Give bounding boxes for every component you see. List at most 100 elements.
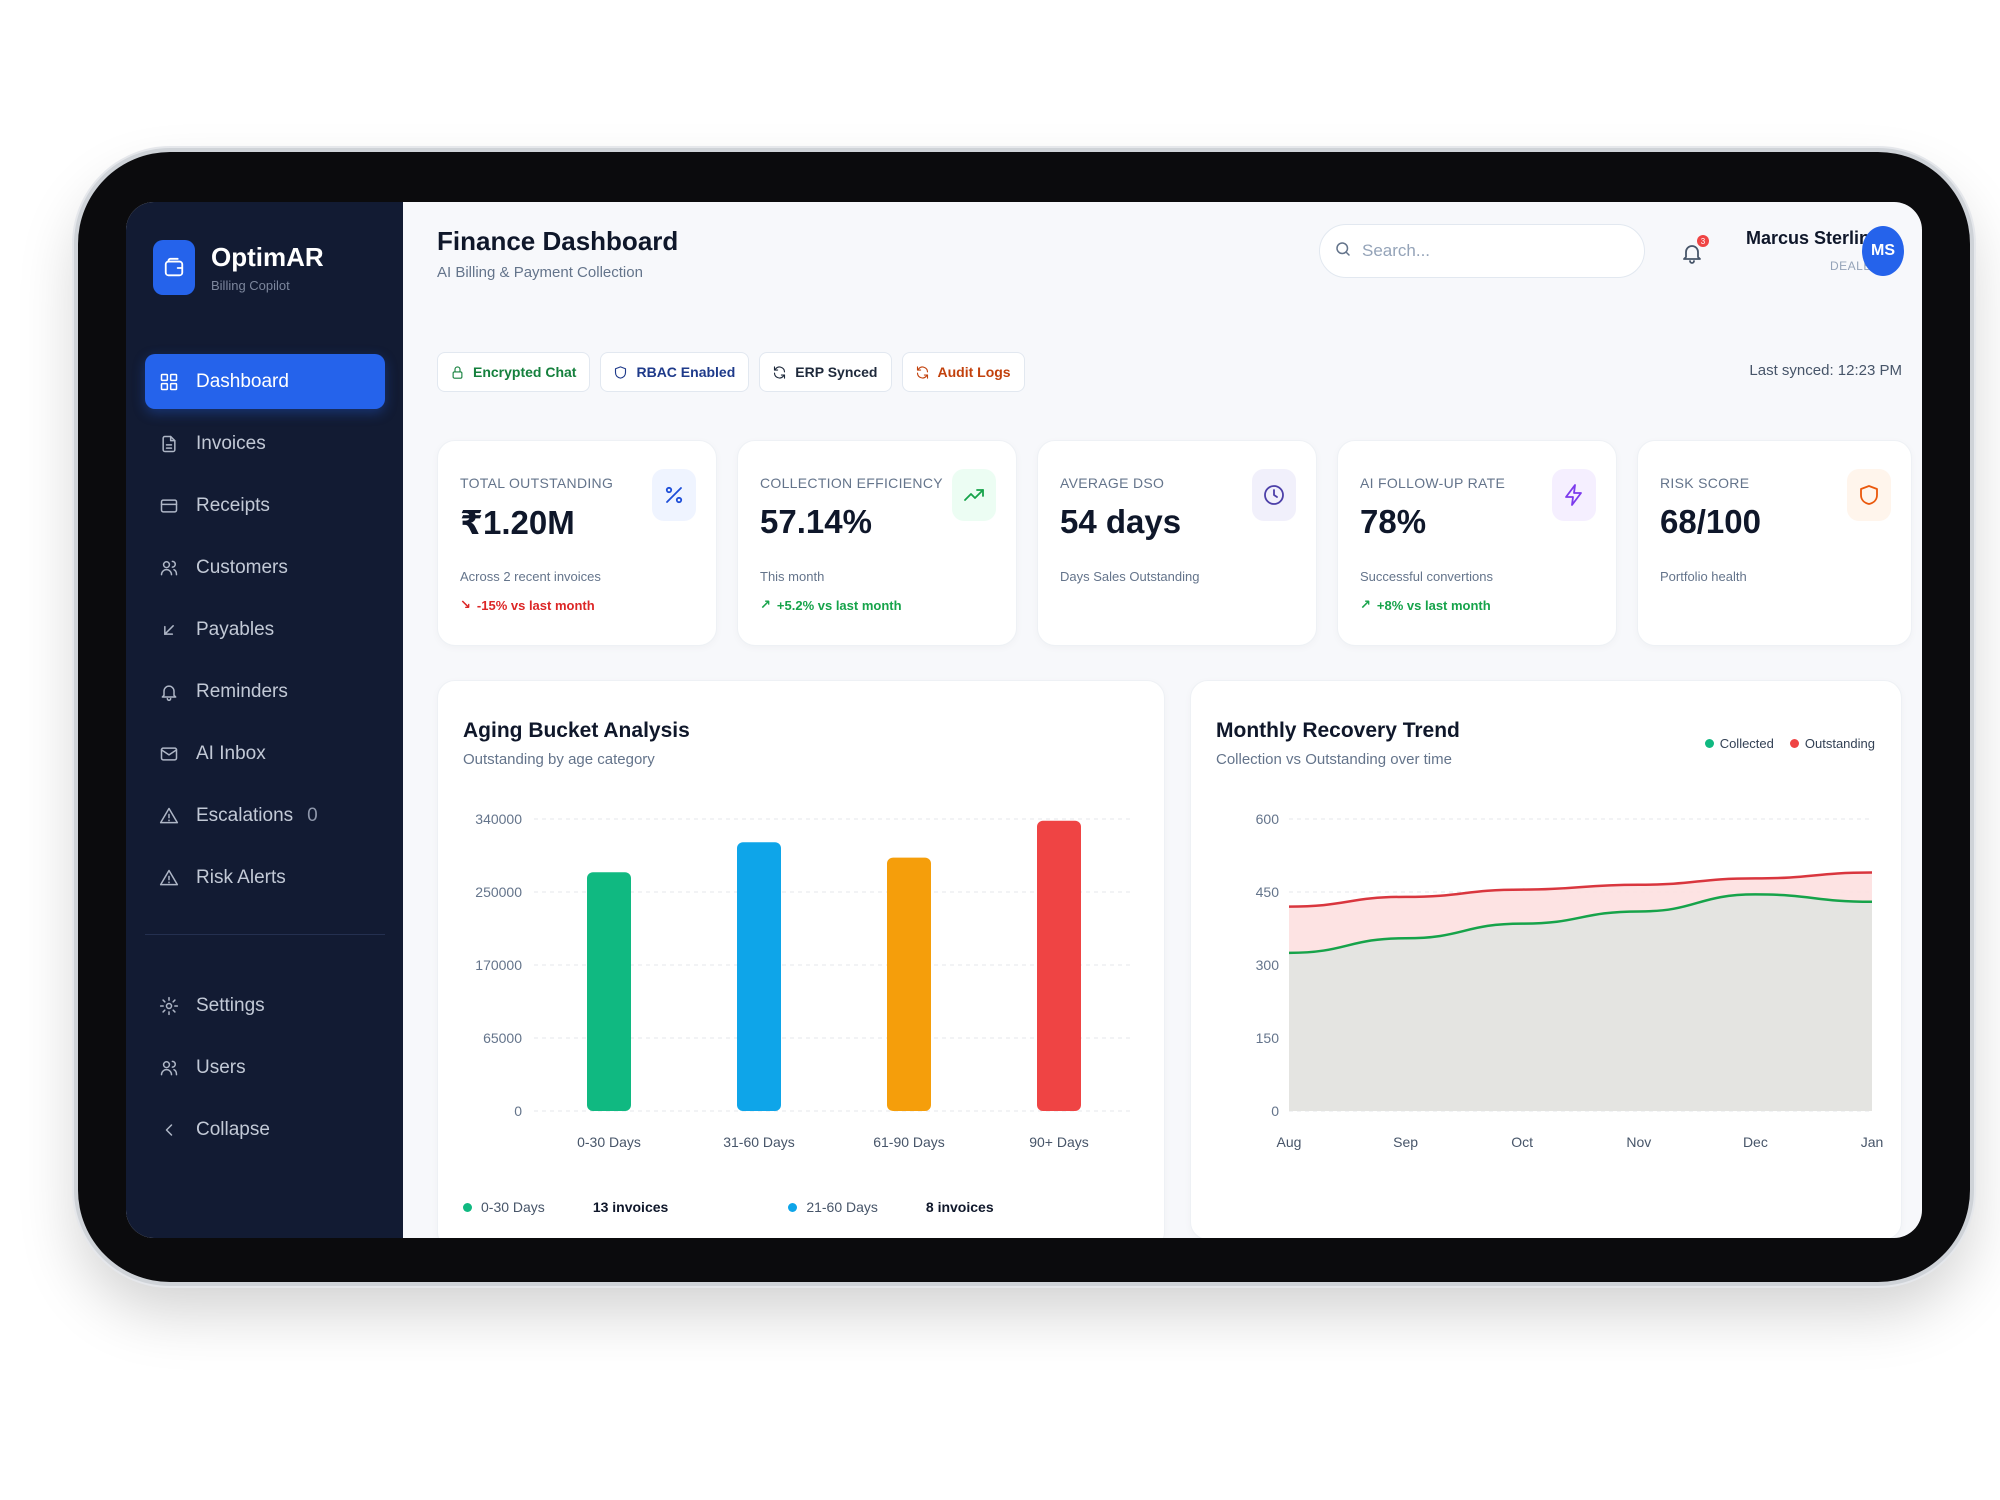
chevron-left-icon — [158, 1119, 180, 1141]
sidebar-item-users[interactable]: Users — [145, 1040, 385, 1095]
page-subtitle: AI Billing & Payment Collection — [437, 264, 643, 281]
trend-card-subtitle: Collection vs Outstanding over time — [1216, 751, 1452, 768]
lock-icon — [450, 365, 465, 380]
aging-card-title: Aging Bucket Analysis — [463, 719, 690, 742]
tablet-top-button-1 — [196, 149, 254, 154]
collected-line[interactable] — [1288, 893, 1873, 955]
sidebar-nav: Dashboard Invoices Receipts Customers Pa… — [145, 354, 385, 912]
bolt-icon — [1552, 469, 1596, 521]
outstanding-line[interactable] — [1288, 871, 1873, 908]
kpi-note: Successful convertions — [1360, 569, 1493, 584]
kpi-card-collection-efficiency[interactable]: COLLECTION EFFICIENCY 57.14% This month … — [737, 440, 1017, 646]
sidebar-item-reminders[interactable]: Reminders — [145, 664, 385, 719]
sidebar-item-customers[interactable]: Customers — [145, 540, 385, 595]
y-tick-label: 340000 — [475, 811, 522, 827]
kpi-note: This month — [760, 569, 825, 584]
badge-encrypted-chat[interactable]: Encrypted Chat — [437, 352, 591, 392]
x-tick-label: Oct — [1511, 1134, 1533, 1150]
sidebar-item-settings[interactable]: Settings — [145, 978, 385, 1033]
kpi-card-risk-score[interactable]: RISK SCORE 68/100 Portfolio health — [1637, 440, 1912, 646]
user-name: Marcus Sterling — [1745, 228, 1881, 248]
gear-icon — [158, 995, 180, 1017]
trend-up-icon: ↗ — [1360, 597, 1371, 612]
file-icon — [158, 433, 180, 455]
legend-label: Outstanding — [1804, 736, 1875, 751]
shield-icon — [1847, 469, 1891, 521]
legend-count: 13 invoices — [592, 1199, 669, 1215]
app-screen: OptimAR Billing Copilot Dashboard Invoic… — [126, 202, 1922, 1238]
kpi-label: COLLECTION EFFICIENCY — [760, 475, 943, 491]
sidebar-item-dashboard[interactable]: Dashboard — [145, 354, 385, 409]
bar-90-days[interactable] — [1037, 820, 1081, 1111]
aging-bucket-card: Aging Bucket Analysis Outstanding by age… — [437, 680, 1165, 1238]
x-tick-label: 0-30 Days — [577, 1134, 641, 1150]
kpi-value: 54 days — [1060, 503, 1182, 540]
kpi-trend: ↗ +5.2% vs last month — [760, 597, 902, 613]
kpi-note: Across 2 recent invoices — [460, 569, 601, 584]
kpi-card-average-dso[interactable]: AVERAGE DSO 54 days Days Sales Outstandi… — [1037, 440, 1317, 646]
bar-61-90-days[interactable] — [887, 857, 931, 1111]
x-tick-label: 61-90 Days — [873, 1134, 945, 1150]
search-box[interactable] — [1319, 224, 1645, 278]
sidebar-item-label: Reminders — [196, 680, 288, 702]
legend-dot — [463, 1202, 472, 1212]
x-tick-label: Nov — [1626, 1134, 1651, 1150]
badge-rbac-enabled[interactable]: RBAC Enabled — [600, 352, 750, 392]
legend-label: 21-60 Days — [806, 1199, 878, 1215]
kpi-card-total-outstanding[interactable]: TOTAL OUTSTANDING ₹1.20M Across 2 recent… — [437, 440, 717, 646]
sidebar-item-ai-inbox[interactable]: AI Inbox — [145, 726, 385, 781]
search-input[interactable] — [1362, 241, 1612, 261]
bell-icon — [1683, 245, 1701, 264]
bar-31-60-days[interactable] — [737, 842, 781, 1111]
sidebar-item-risk-alerts[interactable]: Risk Alerts — [145, 850, 385, 905]
grid-icon — [158, 371, 180, 393]
kpi-card-ai-follow-up-rate[interactable]: AI FOLLOW-UP RATE 78% Successful convert… — [1337, 440, 1617, 646]
trending-up-icon — [952, 469, 996, 521]
sidebar-item-invoices[interactable]: Invoices — [145, 416, 385, 471]
sidebar: OptimAR Billing Copilot Dashboard Invoic… — [126, 202, 403, 1238]
legend-dot — [1789, 739, 1799, 748]
kpi-trend: ↘ -15% vs last month — [460, 597, 595, 613]
aging-bar-chart: 0 65000 170000 250000 340000 0-30 Days 31-60 D… — [475, 811, 1134, 1150]
sidebar-item-label: Collapse — [196, 1118, 270, 1140]
badge-label: Audit Logs — [937, 364, 1011, 380]
main-content: Finance Dashboard AI Billing & Payment C… — [403, 202, 1922, 1238]
badge-audit-logs[interactable]: Audit Logs — [901, 352, 1025, 392]
last-synced-text: Last synced: 12:23 PM — [1749, 362, 1902, 379]
app-name: OptimAR — [211, 242, 324, 272]
status-badges: Encrypted Chat RBAC Enabled ERP Synced A… — [437, 352, 1035, 392]
aging-legend-item: 21-60 Days 8 invoices — [788, 1199, 994, 1215]
legend-label: Collected — [1719, 736, 1774, 751]
badge-erp-synced[interactable]: ERP Synced — [759, 352, 892, 392]
sidebar-item-escalations[interactable]: Escalations 0 — [145, 788, 385, 843]
collected-area — [1289, 894, 1872, 1111]
sidebar-item-collapse[interactable]: Collapse — [145, 1102, 385, 1157]
sidebar-bottom-nav: Settings Users Collapse — [145, 978, 385, 1164]
y-tick-label: 0 — [514, 1103, 522, 1119]
brand[interactable]: OptimAR Billing Copilot — [153, 240, 324, 295]
y-tick-label: 170000 — [475, 957, 522, 973]
notification-button[interactable]: 3 — [1680, 235, 1709, 267]
shield-icon — [613, 365, 628, 380]
kpi-label: RISK SCORE — [1660, 475, 1750, 491]
trend-up-icon: ↗ — [760, 597, 771, 612]
sidebar-item-payables[interactable]: Payables — [145, 602, 385, 657]
sidebar-item-label: AI Inbox — [196, 742, 266, 764]
aging-legend-item: 0-30 Days 13 invoices — [463, 1199, 668, 1215]
recovery-trend-card: Monthly Recovery Trend Collection vs Out… — [1190, 680, 1902, 1238]
x-tick-label: 90+ Days — [1029, 1134, 1089, 1150]
sidebar-item-receipts[interactable]: Receipts — [145, 478, 385, 533]
y-tick-label: 65000 — [483, 1030, 522, 1046]
aging-legend: 0-30 Days 13 invoices 21-60 Days 8 invoi… — [463, 1199, 994, 1215]
legend-label: 0-30 Days — [481, 1199, 545, 1215]
avatar[interactable]: MS — [1862, 226, 1904, 276]
kpi-value: ₹1.20M — [460, 504, 575, 541]
bar-0-30-days[interactable] — [587, 872, 631, 1111]
tablet-top-button-2 — [270, 149, 328, 154]
search-icon — [1334, 240, 1352, 263]
y-tick-label: 300 — [1256, 957, 1280, 973]
x-tick-label: 31-60 Days — [723, 1134, 795, 1150]
legend-dot — [788, 1202, 798, 1212]
sidebar-item-label: Users — [196, 1056, 246, 1078]
sidebar-item-label: Escalations — [196, 804, 294, 826]
